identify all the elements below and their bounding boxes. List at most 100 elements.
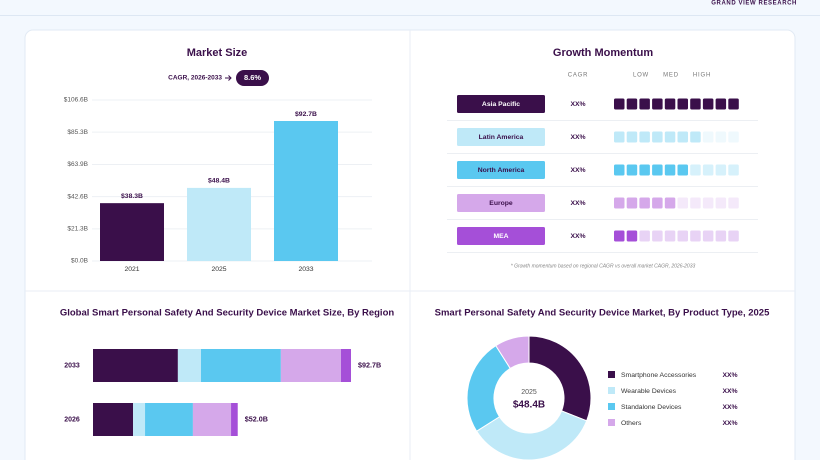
column-header: MED [663, 73, 679, 79]
region-badge [457, 95, 545, 113]
legend-label: Smartphone Accessories [621, 372, 697, 379]
donut-slice [528, 335, 592, 422]
chart-title: Growth Momentum [553, 47, 653, 59]
legend-value: XX% [722, 420, 737, 427]
bar-segment [231, 403, 238, 436]
center-label: 2025 [521, 389, 537, 396]
momentum-cell [626, 98, 638, 110]
momentum-cell [690, 131, 701, 143]
momentum-row [614, 230, 739, 242]
value-label: $48.4B [208, 178, 230, 185]
bar [274, 120, 338, 261]
donut-slice [475, 410, 588, 460]
cagr-label: CAGR, 2026-2033 [168, 75, 222, 82]
footnote: * Growth momentum based on regional CAGR… [511, 263, 696, 269]
chart-title: Market Size [187, 47, 248, 59]
region-badge [457, 194, 545, 212]
momentum-cell [652, 197, 663, 209]
bar-segment [145, 403, 193, 436]
momentum-cell [715, 131, 727, 143]
momentum-cell [664, 131, 676, 143]
momentum-cell [728, 98, 739, 110]
momentum-cell [639, 230, 650, 242]
momentum-cell [677, 197, 688, 209]
bar [187, 187, 251, 261]
momentum-cell [702, 131, 714, 143]
momentum-cell [652, 131, 663, 143]
column-header: HIGH [693, 73, 711, 79]
momentum-row [614, 197, 739, 209]
momentum-cell [677, 131, 688, 143]
cagr-cell: XX% [570, 200, 585, 207]
region-label: Europe [489, 200, 513, 207]
momentum-cell [715, 230, 727, 242]
bar-segment [280, 349, 341, 382]
legend-label: Wearable Devices [621, 388, 677, 395]
momentum-row [614, 131, 739, 143]
brand: GRAND VIEW RESEARCH [711, 1, 797, 7]
bar-segment [200, 349, 281, 382]
column-header: LOW [633, 73, 649, 79]
legend-swatch [608, 419, 615, 426]
momentum-cell [652, 164, 663, 176]
cagr-cell: XX% [570, 233, 585, 240]
bar-segment [93, 349, 178, 382]
region-badge [457, 227, 545, 245]
center-value: $48.4B [513, 400, 545, 411]
region-label: MEA [493, 233, 508, 240]
cagr-cell: XX% [570, 101, 585, 108]
momentum-cell [614, 230, 625, 242]
arrow-icon [225, 75, 232, 81]
momentum-cell [702, 164, 714, 176]
region-label: Asia Pacific [482, 101, 520, 108]
momentum-cell [664, 164, 676, 176]
y-tick-label: $0.0B [71, 258, 88, 265]
region-badge [457, 161, 545, 179]
momentum-row [614, 164, 739, 176]
momentum-cell [614, 131, 625, 143]
momentum-cell [715, 98, 727, 110]
value-label: $38.3B [121, 193, 143, 200]
momentum-cell [626, 131, 638, 143]
value-label: $92.7B [295, 111, 317, 118]
cagr-cell: XX% [570, 134, 585, 141]
momentum-cell [715, 197, 727, 209]
momentum-cell [702, 230, 714, 242]
momentum-cell [728, 164, 739, 176]
x-tick-label: 2025 [211, 266, 226, 273]
momentum-cell [652, 98, 663, 110]
legend-value: XX% [722, 388, 737, 395]
momentum-cell [652, 230, 663, 242]
region-label: Latin America [479, 134, 524, 141]
legend-value: XX% [722, 372, 737, 379]
bar-segment [177, 349, 201, 382]
momentum-cell [614, 98, 625, 110]
momentum-cell [728, 131, 739, 143]
cagr-value: 8.6% [244, 73, 261, 82]
momentum-cell [715, 164, 727, 176]
y-category-label: 2026 [64, 416, 80, 423]
momentum-cell [664, 197, 676, 209]
momentum-cell [690, 98, 701, 110]
momentum-cell [664, 230, 676, 242]
momentum-cell [626, 164, 638, 176]
momentum-cell [639, 197, 650, 209]
momentum-cell [664, 98, 676, 110]
bar-segment [192, 403, 232, 436]
total-label: $92.7B [358, 360, 381, 369]
momentum-cell [626, 230, 638, 242]
y-tick-label: $42.6B [67, 193, 88, 200]
column-header: CAGR [568, 73, 589, 79]
y-tick-label: $21.3B [67, 226, 88, 233]
y-tick-label: $85.3B [67, 129, 88, 136]
momentum-cell [677, 164, 688, 176]
legend-label: Others [621, 420, 642, 427]
legend-swatch [608, 371, 615, 378]
region-badge [457, 128, 545, 146]
legend-value: XX% [722, 404, 737, 411]
momentum-cell [614, 197, 625, 209]
legend-swatch [608, 387, 615, 394]
bar [100, 203, 164, 261]
momentum-cell [677, 98, 688, 110]
